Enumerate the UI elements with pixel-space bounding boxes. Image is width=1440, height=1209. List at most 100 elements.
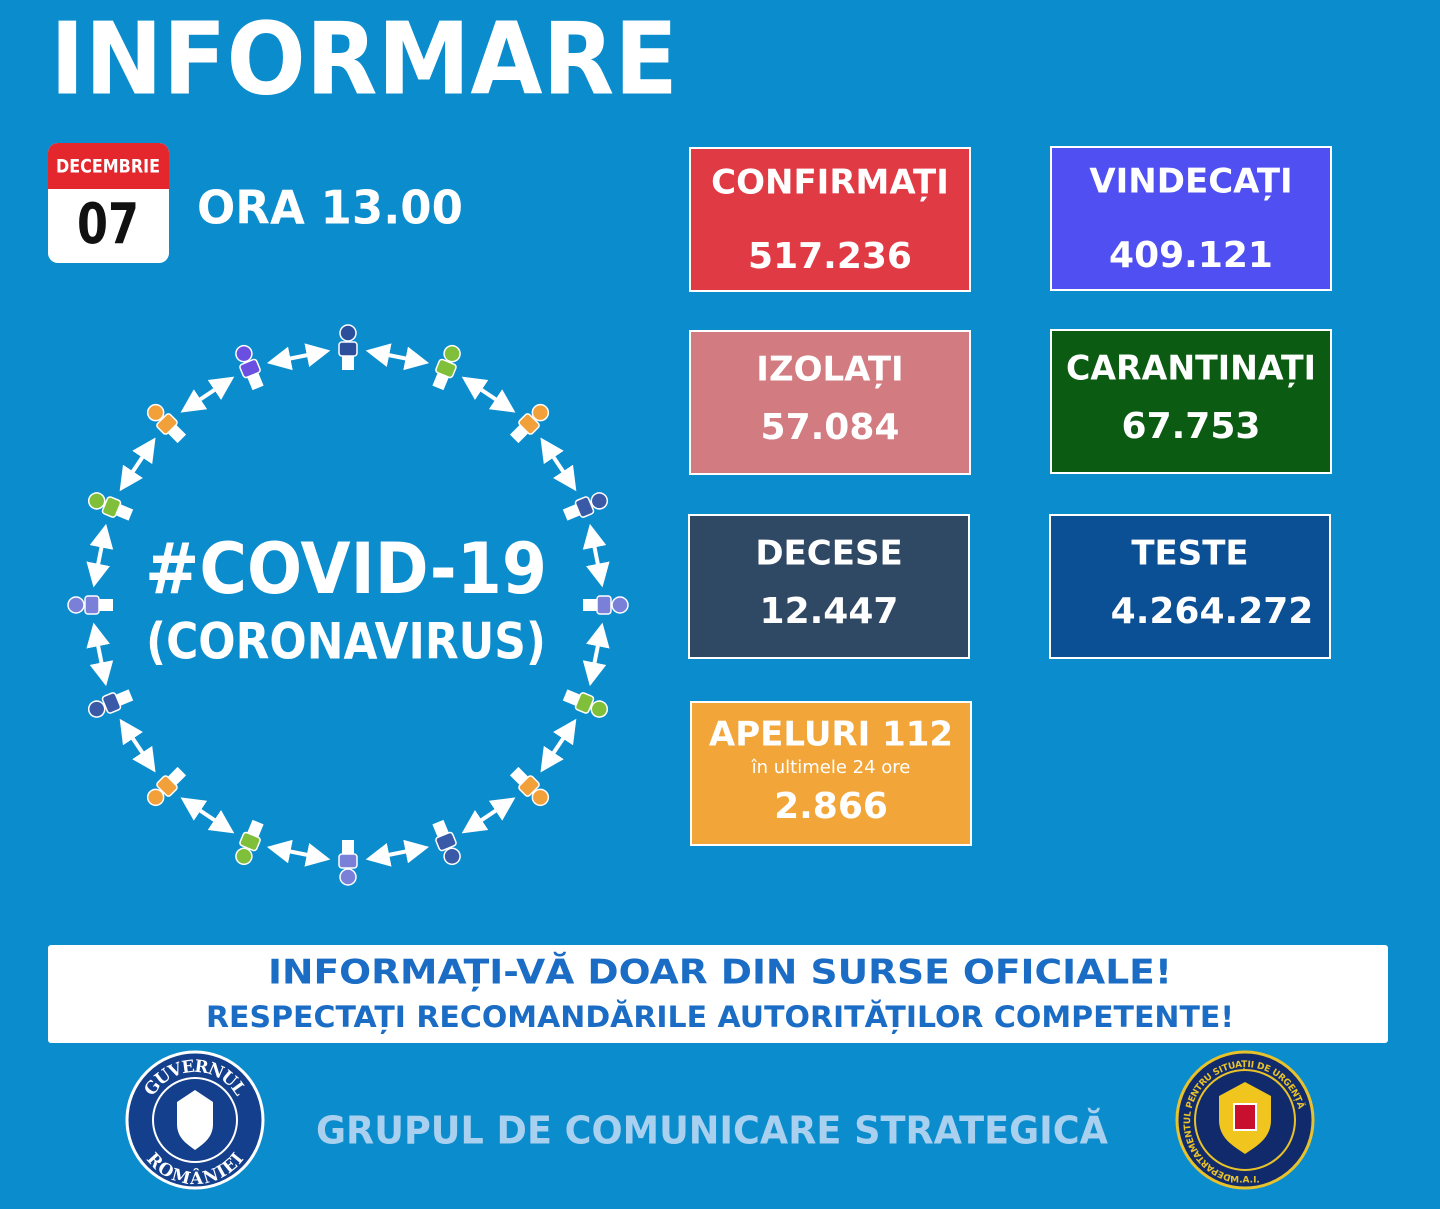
person bbox=[67, 595, 113, 615]
person bbox=[87, 492, 134, 521]
calendar-day: 07 bbox=[77, 192, 139, 257]
person bbox=[432, 344, 461, 391]
time: ORA 13.00 bbox=[197, 181, 463, 235]
person bbox=[432, 819, 461, 866]
ring-arrow bbox=[86, 523, 114, 588]
ring-arrow bbox=[180, 797, 235, 834]
person-head bbox=[443, 344, 461, 363]
person-legs bbox=[562, 504, 581, 521]
person-body bbox=[156, 775, 178, 797]
person-head bbox=[146, 403, 165, 422]
person-head bbox=[87, 492, 106, 510]
stat-label: VINDECAȚI bbox=[1089, 162, 1292, 202]
person-head bbox=[443, 847, 461, 866]
stat-value: 517.236 bbox=[748, 236, 912, 277]
stat-note: în ultimele 24 ore bbox=[751, 757, 911, 778]
ring-arrow bbox=[266, 839, 331, 867]
person-head bbox=[339, 868, 357, 886]
person-head bbox=[235, 847, 253, 866]
person-head bbox=[146, 788, 165, 807]
stat-value: 2.866 bbox=[774, 786, 888, 827]
person-body bbox=[435, 358, 457, 379]
ring-arrow bbox=[119, 437, 156, 492]
banner bbox=[48, 945, 1388, 1043]
person-body bbox=[338, 341, 358, 357]
stat-value: 67.753 bbox=[1122, 406, 1261, 447]
stat-label: APELURI 112 bbox=[709, 715, 953, 755]
banner-line-1: INFORMAȚI-VĂ DOAR DIN SURSE OFICIALE! bbox=[268, 952, 1172, 993]
person bbox=[509, 766, 550, 807]
logo-eagle bbox=[177, 1090, 213, 1150]
person-head bbox=[611, 596, 629, 614]
stats: CONFIRMAȚI 517.236 VINDECAȚI 409.121 IZOLAȚI… bbox=[688, 146, 1332, 846]
calendar-top bbox=[48, 143, 169, 189]
hashtag-subtitle: (CORONAVIRUS) bbox=[146, 613, 546, 671]
ring-arrow bbox=[119, 718, 156, 773]
stat-box: TESTE 4.264.272 bbox=[1049, 514, 1331, 659]
person bbox=[87, 689, 134, 718]
person-legs bbox=[432, 372, 449, 391]
stat-box: CARANTINAȚI 67.753 bbox=[1050, 329, 1332, 474]
stat-value: 4.264.272 bbox=[1111, 591, 1314, 632]
stat-label: DECESE bbox=[755, 534, 902, 574]
person bbox=[583, 595, 629, 615]
stat-box: DECESE 12.447 bbox=[688, 514, 970, 659]
stat-box-bg bbox=[689, 147, 971, 292]
person bbox=[562, 689, 609, 718]
person-legs bbox=[247, 372, 264, 391]
stat-box-bg bbox=[689, 330, 971, 475]
stat-label: TESTE bbox=[1131, 534, 1248, 574]
stat-box: CONFIRMAȚI 517.236 bbox=[689, 147, 971, 292]
stat-box: VINDECAȚI 409.121 bbox=[1050, 146, 1332, 291]
person-body bbox=[338, 853, 358, 869]
stat-box-bg bbox=[688, 514, 970, 659]
ring-arrow bbox=[582, 622, 610, 687]
ring-arrow bbox=[582, 523, 610, 588]
stat-value: 12.447 bbox=[760, 591, 899, 632]
person bbox=[235, 819, 264, 866]
person-legs bbox=[167, 424, 187, 444]
stat-value: 57.084 bbox=[761, 407, 900, 448]
person-head bbox=[339, 324, 357, 342]
government-logo: GUVERNUL ROMÂNIEI bbox=[125, 1050, 265, 1190]
person-legs bbox=[562, 689, 581, 706]
ring-arrow bbox=[540, 437, 577, 492]
person-head bbox=[87, 700, 106, 718]
stat-label: IZOLAȚI bbox=[756, 350, 903, 390]
person-legs bbox=[509, 424, 529, 444]
person-legs bbox=[583, 599, 597, 611]
person-head bbox=[531, 403, 550, 422]
person-head bbox=[590, 492, 609, 510]
logo-inner-ring bbox=[152, 1077, 238, 1163]
person-legs bbox=[167, 766, 187, 786]
stat-box-bg bbox=[1049, 514, 1331, 659]
person-head bbox=[67, 596, 85, 614]
ring-arrow bbox=[365, 839, 430, 867]
person bbox=[235, 344, 264, 391]
person-head bbox=[590, 700, 609, 718]
logo-bottom-text: M.A.I. bbox=[1230, 1176, 1260, 1186]
person-legs bbox=[342, 356, 354, 370]
person bbox=[338, 324, 358, 370]
logo-shield bbox=[1233, 1103, 1257, 1131]
title: INFORMARE bbox=[50, 0, 678, 117]
stat-value: 409.121 bbox=[1109, 235, 1273, 276]
footer-text: GRUPUL DE COMUNICARE STRATEGICĂ bbox=[316, 1109, 1109, 1153]
person-legs bbox=[342, 840, 354, 854]
banner-line-2: RESPECTAȚI RECOMANDĂRILE AUTORITĂȚILOR C… bbox=[206, 1000, 1234, 1034]
ring-arrow bbox=[461, 376, 516, 413]
ring-arrow bbox=[86, 622, 114, 687]
person-head bbox=[531, 788, 550, 807]
person-legs bbox=[115, 504, 134, 521]
ring-arrow bbox=[180, 376, 235, 413]
person-body bbox=[156, 413, 178, 435]
stat-box-bg bbox=[1050, 146, 1332, 291]
person-legs bbox=[509, 766, 529, 786]
stat-box-bg bbox=[1050, 329, 1332, 474]
person-legs bbox=[115, 689, 134, 706]
ring-arrow bbox=[461, 797, 516, 834]
